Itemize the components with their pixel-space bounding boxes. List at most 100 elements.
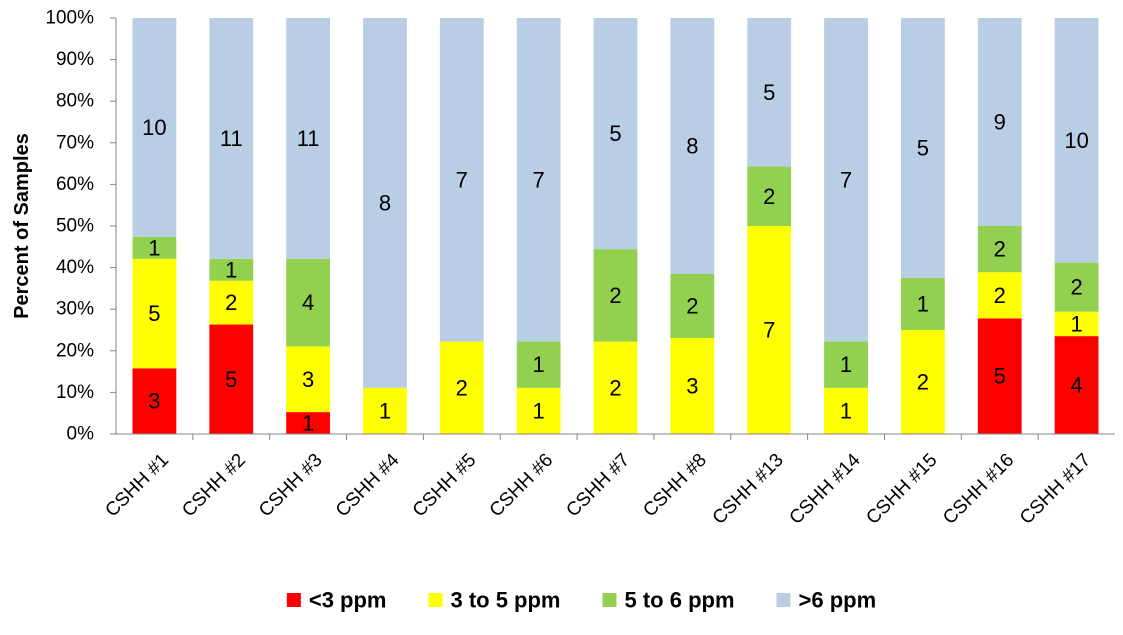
y-tick-label-3: 30% xyxy=(56,299,94,320)
y-tick-label-8: 80% xyxy=(56,91,94,112)
legend-swatch-4 xyxy=(776,593,791,607)
data-label-8-2: 3 xyxy=(686,374,698,399)
data-label-9-4: 5 xyxy=(763,80,775,105)
bar-segment-12-2 xyxy=(977,272,1022,319)
data-label-2-3: 1 xyxy=(225,257,237,282)
data-label-3-3: 4 xyxy=(302,290,314,315)
data-label-10-3: 1 xyxy=(840,352,852,377)
data-label-7-3: 2 xyxy=(609,283,621,308)
bar-segment-13-3 xyxy=(1054,262,1099,312)
data-label-6-3: 1 xyxy=(533,352,545,377)
data-label-5-2: 2 xyxy=(456,375,468,400)
category-label-10: CSHH #14 xyxy=(786,449,865,528)
y-tick-label-10: 100% xyxy=(45,8,94,29)
data-label-7-4: 5 xyxy=(609,121,621,146)
data-label-3-4: 11 xyxy=(297,126,320,151)
bar-segment-11-4 xyxy=(900,18,945,278)
data-label-9-2: 7 xyxy=(763,318,775,343)
y-tick-label-1: 10% xyxy=(56,382,94,403)
y-tick-label-7: 70% xyxy=(56,132,94,153)
category-label-3: CSHH #3 xyxy=(255,450,327,522)
bar-segment-10-3 xyxy=(824,341,868,388)
legend-item-4: >6 ppm xyxy=(776,588,877,613)
bar-segment-1-4 xyxy=(132,18,177,237)
bar-segment-2-4 xyxy=(209,18,254,259)
bar-segment-1-2 xyxy=(132,258,177,369)
bar-segment-8-2 xyxy=(670,338,715,434)
data-label-8-3: 2 xyxy=(686,294,698,319)
category-label-6: CSHH #6 xyxy=(486,450,558,522)
category-label-1: CSHH #1 xyxy=(101,450,173,522)
y-tick-label-2: 20% xyxy=(56,340,94,361)
bar-segment-13-1 xyxy=(1054,336,1099,434)
bar-segment-7-3 xyxy=(593,249,638,342)
data-labels-layer: 3511052111134111827117225328725117215522… xyxy=(142,80,1089,436)
axes-layer: CSHH #1 CSHH #2 CSHH #3 CSHH #4 CSHH #5 CSHH … xyxy=(11,8,1115,529)
bar-segment-6-2 xyxy=(516,387,561,434)
data-label-1-3: 1 xyxy=(148,235,160,260)
legend-swatch-3 xyxy=(602,593,617,607)
data-label-2-2: 2 xyxy=(225,290,237,315)
y-tick-label-5: 50% xyxy=(56,216,94,237)
data-label-1-1: 3 xyxy=(148,389,160,414)
category-label-9: CSHH #13 xyxy=(709,450,788,529)
data-label-13-1: 4 xyxy=(1070,373,1082,398)
bar-segment-2-3 xyxy=(209,258,254,281)
legend-label-1: <3 ppm xyxy=(309,588,387,613)
category-label-2: CSHH #2 xyxy=(178,450,250,522)
legend-label-4: >6 ppm xyxy=(799,588,877,613)
data-label-6-4: 7 xyxy=(533,167,545,192)
bar-segment-8-4 xyxy=(670,18,715,274)
bar-segment-6-4 xyxy=(516,18,561,342)
data-label-12-2: 2 xyxy=(994,283,1006,308)
category-label-11: CSHH #15 xyxy=(862,450,941,529)
bar-segment-1-1 xyxy=(132,368,177,434)
bar-segment-9-2 xyxy=(747,226,792,434)
category-label-5: CSHH #5 xyxy=(409,450,481,522)
data-label-12-4: 9 xyxy=(994,110,1006,135)
data-label-11-2: 2 xyxy=(917,370,929,395)
data-label-2-1: 5 xyxy=(225,367,237,392)
data-label-10-4: 7 xyxy=(840,167,852,192)
data-label-11-4: 5 xyxy=(917,136,929,161)
data-label-8-4: 8 xyxy=(686,134,698,159)
data-label-5-4: 7 xyxy=(456,167,468,192)
bar-segment-11-3 xyxy=(900,278,945,330)
bar-segment-3-3 xyxy=(286,258,331,347)
category-label-13: CSHH #17 xyxy=(1016,450,1095,529)
legend-label-2: 3 to 5 ppm xyxy=(450,588,560,613)
bar-segment-8-3 xyxy=(670,274,715,338)
bar-segment-13-4 xyxy=(1054,18,1099,263)
legend-item-2: 3 to 5 ppm xyxy=(428,588,561,613)
data-label-12-3: 2 xyxy=(994,237,1006,262)
bar-segment-12-4 xyxy=(977,18,1022,226)
bar-segment-11-2 xyxy=(900,330,945,434)
data-label-12-1: 5 xyxy=(994,364,1006,389)
category-label-7: CSHH #7 xyxy=(562,450,634,522)
data-label-1-2: 5 xyxy=(148,301,160,326)
data-label-4-4: 8 xyxy=(379,190,391,215)
category-label-8: CSHH #8 xyxy=(639,450,711,522)
bar-segment-12-3 xyxy=(977,226,1022,273)
bar-segment-2-1 xyxy=(209,324,254,434)
bars-layer xyxy=(132,18,1099,434)
category-label-4: CSHH #4 xyxy=(332,449,404,521)
bar-segment-2-2 xyxy=(209,280,254,325)
bar-segment-7-4 xyxy=(593,18,638,250)
data-label-13-3: 2 xyxy=(1070,275,1082,300)
data-label-4-2: 1 xyxy=(379,398,391,423)
bar-segment-10-2 xyxy=(824,387,868,434)
legend: <3 ppm 3 to 5 ppm 5 to 6 ppm >6 ppm xyxy=(286,588,877,613)
y-tick-label-4: 40% xyxy=(56,257,94,278)
category-label-12: CSHH #16 xyxy=(939,450,1018,529)
legend-item-1: <3 ppm xyxy=(286,588,387,613)
data-label-3-2: 3 xyxy=(302,367,314,392)
legend-swatch-2 xyxy=(428,593,443,607)
y-axis-title: Percent of Samples xyxy=(11,133,33,319)
data-label-7-2: 2 xyxy=(609,375,621,400)
legend-swatch-1 xyxy=(286,593,301,607)
bar-segment-9-3 xyxy=(747,166,792,226)
data-label-1-4: 10 xyxy=(142,115,166,140)
